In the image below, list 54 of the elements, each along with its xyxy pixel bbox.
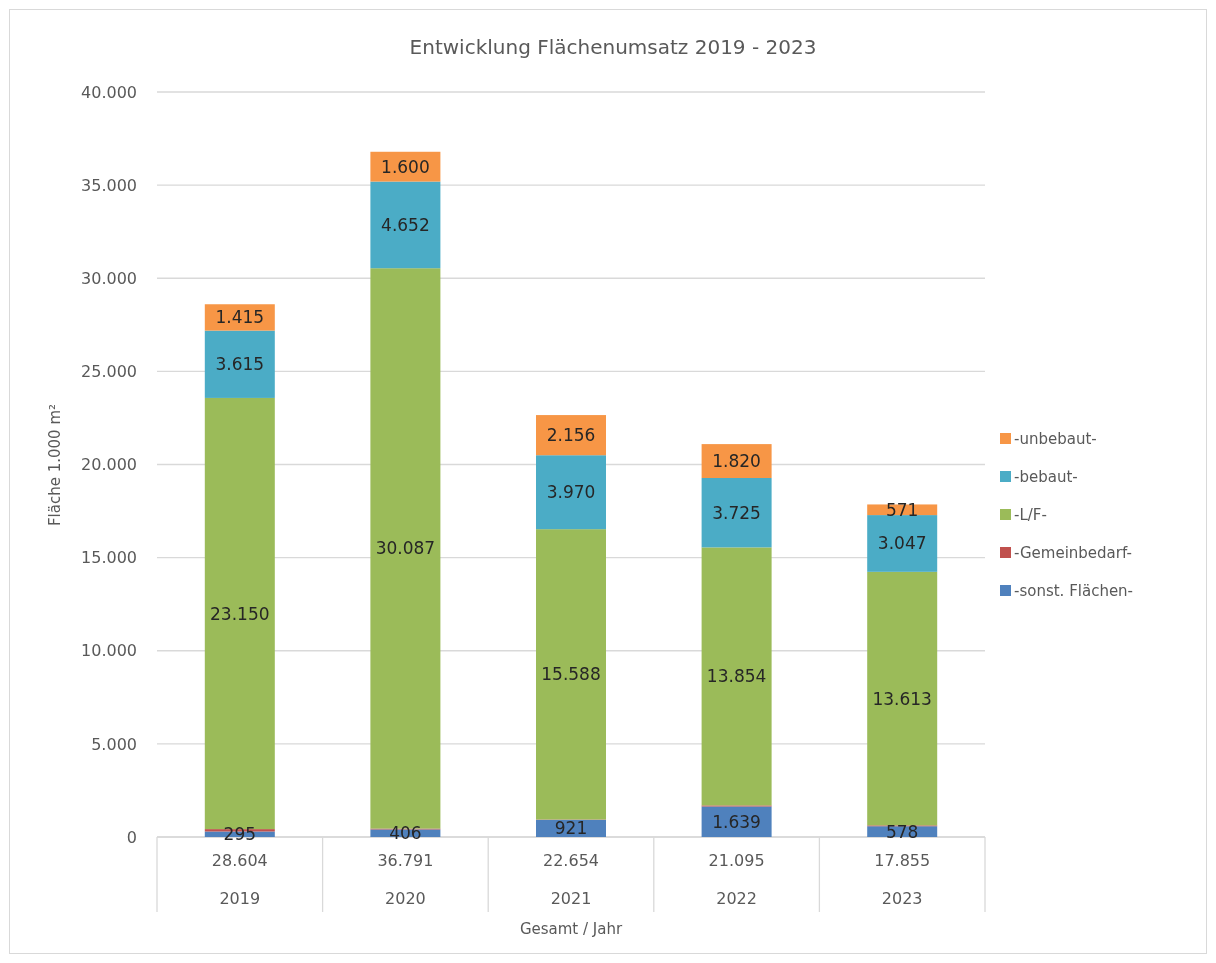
y-tick-label: 40.000: [81, 82, 137, 102]
bar: [536, 455, 606, 530]
bar: [536, 415, 606, 456]
data-label: 3.615: [215, 354, 265, 375]
data-label: 3.725: [712, 502, 761, 523]
y-tick-label: 10.000: [81, 641, 137, 661]
data-label: 1.415: [215, 307, 265, 328]
y-tick-label: 0: [126, 827, 137, 847]
total-label: 17.855: [874, 851, 931, 870]
y-tick-label: 20.000: [81, 455, 137, 475]
data-label: 571: [885, 499, 919, 520]
data-label: 13.613: [872, 688, 932, 709]
x-axis-title: Gesamt / Jahr: [519, 920, 623, 938]
data-label: 2.156: [546, 425, 596, 446]
bar: [867, 515, 938, 572]
data-label: 13.854: [706, 666, 767, 687]
chart-title: Entwicklung Flächenumsatz 2019 - 2023: [409, 35, 817, 59]
total-label: 28.604: [211, 851, 268, 870]
y-tick-label: 5.000: [91, 734, 137, 754]
y-tick-label: 35.000: [81, 175, 137, 195]
legend-label: -bebaut-: [1014, 468, 1078, 486]
y-tick-label: 25.000: [81, 361, 137, 381]
data-label: 23.150: [210, 603, 270, 624]
data-label: 921: [554, 818, 588, 839]
data-label: 4.652: [381, 214, 430, 235]
x-tick-label: 2022: [716, 889, 757, 908]
data-label: 578: [885, 821, 919, 842]
bar: [701, 547, 772, 806]
legend-label: -L/F-: [1014, 506, 1047, 524]
data-label: 3.047: [877, 533, 927, 554]
total-label: 36.791: [377, 851, 434, 870]
total-label: 22.654: [543, 851, 599, 870]
y-tick-label: 30.000: [81, 268, 137, 288]
y-tick-label: 15.000: [81, 548, 137, 568]
x-tick-label: 2023: [881, 889, 923, 908]
x-tick-label: 2020: [385, 889, 426, 908]
bar: [701, 478, 772, 548]
x-tick-label: 2019: [219, 889, 261, 908]
bar: [204, 330, 275, 398]
bar: [536, 529, 606, 820]
data-label: 3.970: [546, 482, 596, 503]
total-label: 21.095: [708, 851, 765, 870]
data-label: 1.639: [712, 811, 761, 832]
bar: [370, 181, 441, 269]
x-tick-label: 2021: [550, 889, 592, 908]
data-label: 1.820: [712, 451, 761, 472]
data-label: 30.087: [375, 538, 436, 559]
data-label: 15.588: [541, 664, 601, 685]
legend-label: -sonst. Flächen-: [1014, 582, 1134, 600]
y-axis-title: Fläche 1.000 m²: [46, 403, 64, 527]
bar: [867, 571, 938, 826]
legend-label: -unbebaut-: [1014, 430, 1097, 448]
legend-label: -Gemeinbedarf-: [1014, 544, 1132, 562]
data-label: 1.600: [381, 156, 430, 177]
